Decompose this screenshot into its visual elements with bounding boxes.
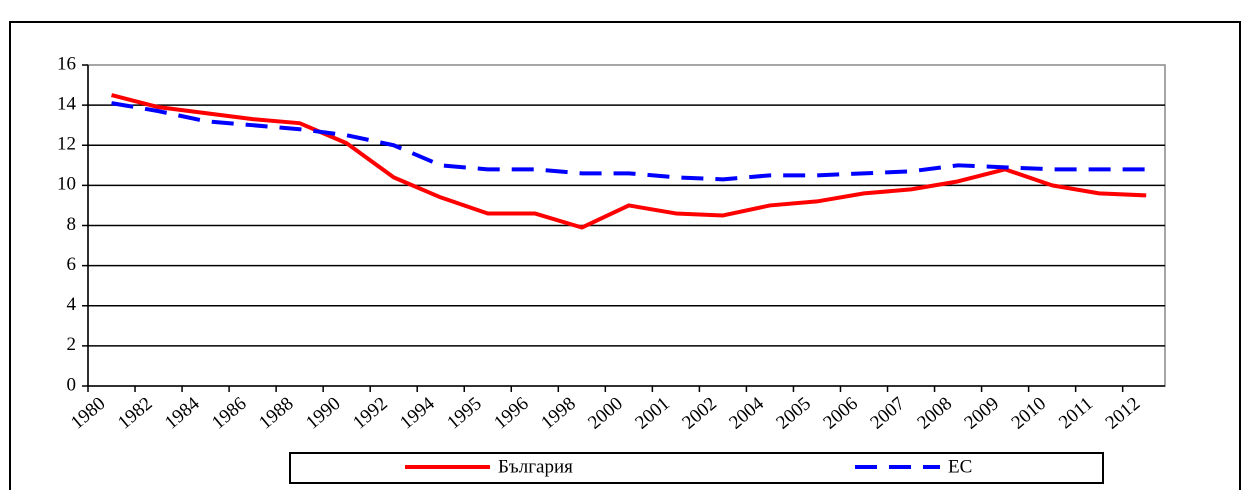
y-tick-label: 14 bbox=[57, 93, 77, 114]
legend-label: ЕС bbox=[948, 456, 972, 477]
y-tick-label: 10 bbox=[57, 174, 76, 195]
y-tick-label: 4 bbox=[67, 294, 77, 315]
y-tick-label: 2 bbox=[67, 334, 77, 355]
y-tick-label: 16 bbox=[57, 53, 76, 74]
y-tick-label: 6 bbox=[67, 254, 77, 275]
y-tick-label: 0 bbox=[67, 374, 77, 395]
series-line bbox=[111, 93, 1147, 230]
y-tick-label: 12 bbox=[57, 134, 76, 155]
series-line bbox=[111, 101, 1147, 182]
y-tick-label: 8 bbox=[67, 214, 77, 235]
legend-label: България bbox=[498, 456, 573, 477]
